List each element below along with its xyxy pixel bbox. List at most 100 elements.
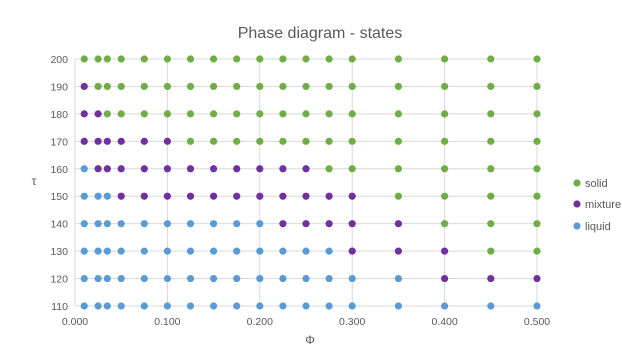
data-point-solid xyxy=(210,137,218,145)
data-point-solid xyxy=(140,55,148,63)
x-tick-label: 0.300 xyxy=(339,316,365,328)
data-point-liquid xyxy=(117,302,125,310)
data-point-solid xyxy=(302,55,310,63)
data-point-liquid xyxy=(210,274,218,283)
data-point-liquid xyxy=(233,302,241,310)
data-point-liquid xyxy=(80,220,88,228)
y-tick-label: 120 xyxy=(50,274,68,286)
data-point-solid xyxy=(533,110,541,118)
data-point-solid xyxy=(186,55,195,63)
data-point-mixture xyxy=(325,192,333,200)
data-point-solid xyxy=(394,165,402,173)
data-point-solid xyxy=(441,220,449,228)
y-axis-label: τ xyxy=(32,174,37,188)
data-point-mixture xyxy=(186,165,195,173)
data-point-liquid xyxy=(186,220,195,228)
data-point-solid xyxy=(533,137,541,145)
y-tick-label: 200 xyxy=(50,54,68,66)
data-point-liquid xyxy=(233,220,241,228)
data-point-liquid xyxy=(80,274,88,283)
data-point-liquid xyxy=(279,274,287,283)
data-point-mixture xyxy=(94,137,102,145)
data-point-solid xyxy=(302,82,310,91)
data-point-liquid xyxy=(103,192,111,200)
data-point-liquid xyxy=(103,247,111,255)
data-point-mixture xyxy=(279,165,287,173)
data-point-liquid xyxy=(325,274,333,283)
data-point-mixture xyxy=(117,137,125,145)
legend-marker-solid xyxy=(573,179,581,187)
data-point-solid xyxy=(394,55,402,63)
x-tick-label: 0.000 xyxy=(62,316,88,328)
data-point-mixture xyxy=(140,192,148,200)
data-point-liquid xyxy=(103,302,111,310)
data-point-liquid xyxy=(302,274,310,283)
data-point-solid xyxy=(325,82,333,91)
data-point-mixture xyxy=(117,192,125,200)
data-point-solid xyxy=(441,55,449,63)
x-axis-label: Φ xyxy=(305,333,315,347)
data-point-mixture xyxy=(487,274,495,283)
data-point-solid xyxy=(233,55,241,63)
data-point-liquid xyxy=(279,247,287,255)
data-point-mixture xyxy=(163,165,171,173)
data-point-mixture xyxy=(279,220,287,228)
data-point-mixture xyxy=(80,137,88,145)
data-point-liquid xyxy=(94,247,102,255)
data-point-mixture xyxy=(210,192,218,200)
data-point-solid xyxy=(233,110,241,118)
data-point-liquid xyxy=(80,247,88,255)
data-point-solid xyxy=(103,82,111,91)
data-point-liquid xyxy=(117,220,125,228)
legend-label-liquid: liquid xyxy=(585,221,611,233)
data-point-liquid xyxy=(103,220,111,228)
data-point-mixture xyxy=(103,137,111,145)
data-point-liquid xyxy=(94,274,102,283)
data-point-solid xyxy=(94,55,102,63)
data-point-solid xyxy=(256,55,264,63)
chart-title: Phase diagram - states xyxy=(238,25,403,42)
data-point-mixture xyxy=(117,165,125,173)
data-point-liquid xyxy=(163,220,171,228)
data-point-liquid xyxy=(94,192,102,200)
data-point-mixture xyxy=(80,110,88,118)
y-tick-label: 170 xyxy=(50,136,68,148)
data-point-liquid xyxy=(163,247,171,255)
y-tick-label: 150 xyxy=(50,191,68,203)
data-point-solid xyxy=(210,110,218,118)
data-point-liquid xyxy=(233,274,241,283)
data-point-solid xyxy=(279,55,287,63)
data-point-mixture xyxy=(441,247,449,255)
data-point-solid xyxy=(325,137,333,145)
data-point-liquid xyxy=(163,274,171,283)
data-point-mixture xyxy=(533,274,541,283)
data-point-solid xyxy=(325,110,333,118)
data-point-mixture xyxy=(256,192,264,200)
data-point-mixture xyxy=(394,247,402,255)
data-point-liquid xyxy=(210,220,218,228)
data-point-solid xyxy=(441,110,449,118)
data-point-solid xyxy=(117,82,125,91)
data-point-solid xyxy=(348,82,356,91)
data-point-liquid xyxy=(103,274,111,283)
data-point-solid xyxy=(533,247,541,255)
data-point-solid xyxy=(441,137,449,145)
y-tick-label: 160 xyxy=(50,164,68,176)
data-point-solid xyxy=(441,192,449,200)
data-point-solid xyxy=(163,82,171,91)
data-point-solid xyxy=(487,110,495,118)
data-point-liquid xyxy=(210,302,218,310)
data-point-liquid xyxy=(302,247,310,255)
data-point-mixture xyxy=(279,192,287,200)
data-point-mixture xyxy=(94,165,102,173)
data-point-liquid xyxy=(117,247,125,255)
data-point-solid xyxy=(348,165,356,173)
data-point-liquid xyxy=(117,274,125,283)
data-point-solid xyxy=(117,55,125,63)
data-point-mixture xyxy=(302,220,310,228)
y-tick-label: 110 xyxy=(51,301,68,313)
data-point-solid xyxy=(103,110,111,118)
data-point-solid xyxy=(140,110,148,118)
